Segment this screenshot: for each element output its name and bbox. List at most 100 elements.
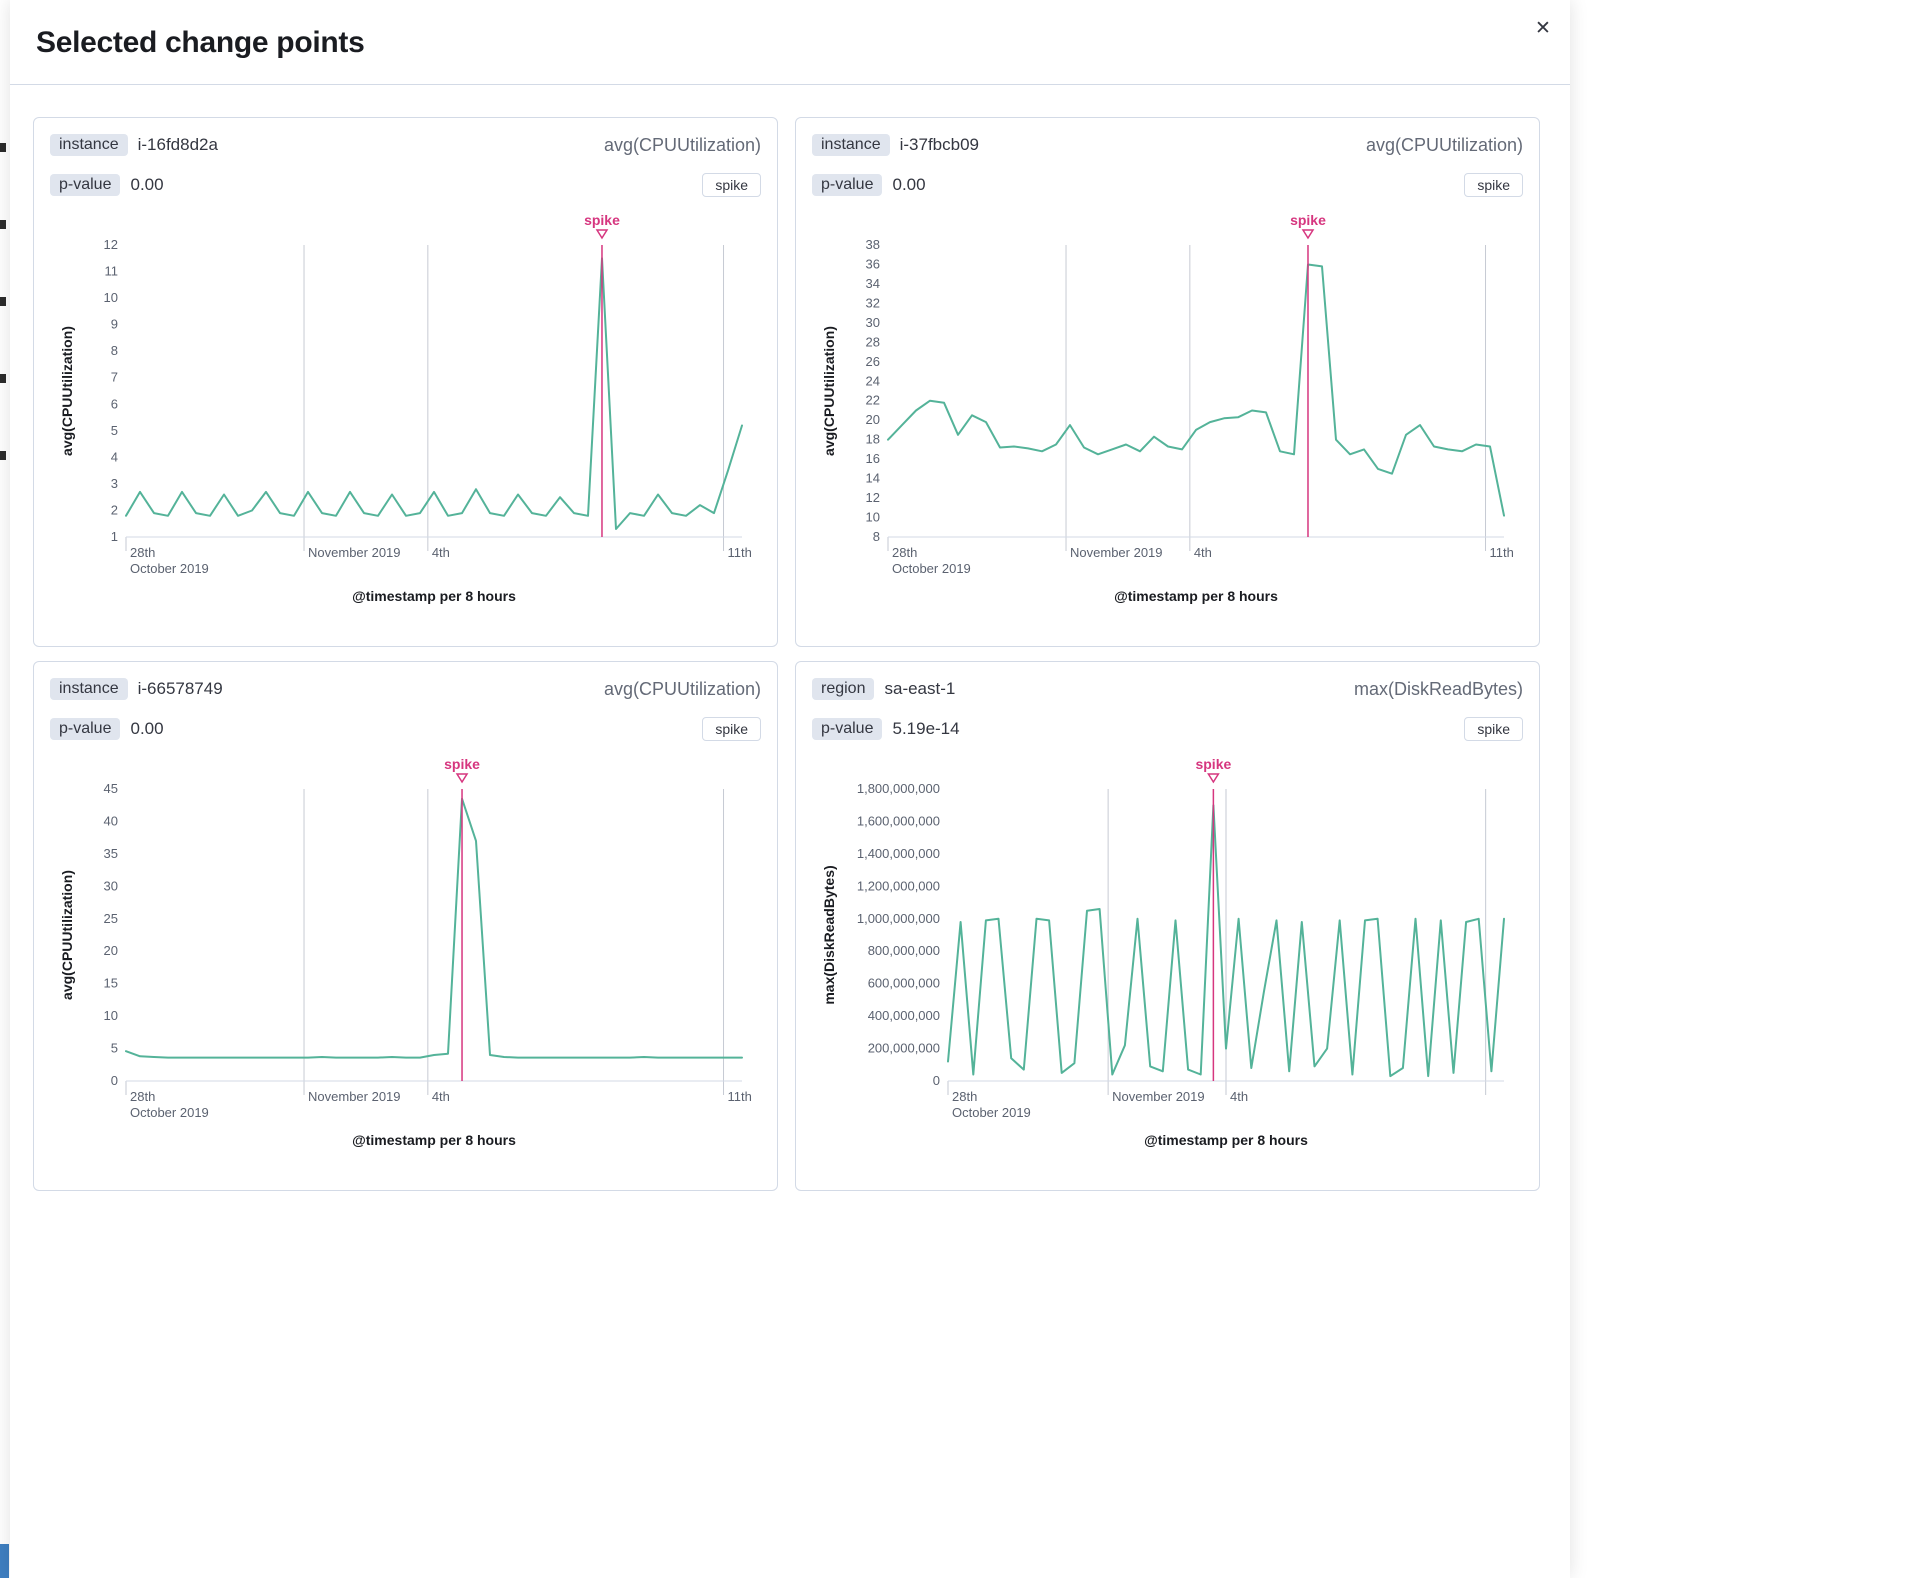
p-value-badge: p-value — [812, 174, 883, 196]
y-tick-label: 38 — [865, 237, 879, 252]
spike-triangle-icon — [1206, 773, 1220, 784]
change-point-panel-2: instance i-37fbcb09 avg(CPUUtilization) … — [795, 117, 1540, 647]
x-tick-label: 4th — [1230, 1089, 1248, 1104]
x-tick-label: 11th — [727, 545, 751, 560]
y-tick-label: 1 — [110, 529, 117, 544]
y-tick-label: 16 — [865, 451, 879, 466]
y-tick-label: 200,000,000 — [867, 1041, 939, 1056]
y-tick-label: 2 — [110, 502, 117, 517]
x-tick-label: 11th — [727, 1089, 751, 1104]
y-axis-title: avg(CPUUtilization) — [821, 326, 837, 456]
y-tick-label: 35 — [103, 846, 117, 861]
y-tick-label: 7 — [110, 370, 117, 385]
change-point-type-badge[interactable]: spike — [702, 173, 761, 197]
y-tick-label: 3 — [110, 476, 117, 491]
background-page-fragment — [0, 1544, 9, 1578]
background-artifact — [0, 451, 6, 460]
y-tick-label: 1,200,000,000 — [856, 878, 939, 893]
p-value: 0.00 — [130, 719, 164, 738]
x-tick-label: 28th — [130, 1089, 155, 1104]
y-tick-label: 8 — [110, 343, 117, 358]
metric-label: avg(CPUUtilization) — [1365, 134, 1523, 155]
y-tick-label: 1,000,000,000 — [856, 911, 939, 926]
x-tick-sublabel: October 2019 — [952, 1105, 1031, 1120]
x-tick-label: November 2019 — [1112, 1089, 1205, 1104]
change-point-type-badge[interactable]: spike — [1464, 717, 1523, 741]
y-tick-label: 30 — [103, 878, 117, 893]
background-artifact — [0, 374, 6, 383]
y-tick-label: 12 — [103, 237, 117, 252]
spike-label: spike — [444, 756, 480, 772]
y-tick-label: 28 — [865, 334, 879, 349]
x-tick-sublabel: October 2019 — [130, 1105, 209, 1120]
x-axis-title: @timestamp per 8 hours — [352, 1132, 516, 1148]
y-tick-label: 400,000,000 — [867, 1008, 939, 1023]
field-value: sa-east-1 — [884, 679, 956, 698]
x-tick-label: November 2019 — [308, 545, 401, 560]
y-tick-label: 24 — [865, 373, 879, 388]
x-axis-title: @timestamp per 8 hours — [352, 588, 516, 604]
y-tick-label: 11 — [104, 264, 118, 279]
p-value: 5.19e-14 — [892, 719, 960, 738]
x-axis-title: @timestamp per 8 hours — [1144, 1132, 1308, 1148]
spike-triangle-icon — [595, 229, 608, 240]
y-axis-title: avg(CPUUtilization) — [59, 326, 75, 456]
change-point-type-badge[interactable]: spike — [1464, 173, 1523, 197]
y-tick-label: 12 — [865, 490, 879, 505]
y-tick-label: 40 — [103, 813, 117, 828]
change-point-panel-3: instance i-66578749 avg(CPUUtilization) … — [33, 661, 778, 1191]
y-tick-label: 10 — [103, 1008, 117, 1023]
change-point-type-badge[interactable]: spike — [702, 717, 761, 741]
flyout-header: Selected change points ✕ — [10, 0, 1570, 85]
field-value: i-66578749 — [137, 679, 223, 698]
y-tick-label: 5 — [110, 1041, 117, 1056]
y-tick-label: 18 — [865, 432, 879, 447]
x-tick-sublabel: October 2019 — [892, 561, 971, 576]
spike-triangle-icon — [1301, 229, 1314, 240]
x-axis-title: @timestamp per 8 hours — [1114, 588, 1278, 604]
field-name-badge: instance — [812, 134, 890, 156]
series-line — [946, 804, 1505, 1078]
y-tick-label: 0 — [110, 1073, 117, 1088]
metric-label: avg(CPUUtilization) — [603, 678, 761, 699]
spike-triangle-icon — [455, 773, 468, 784]
p-value: 0.00 — [130, 175, 164, 194]
y-tick-label: 5 — [110, 423, 117, 438]
y-tick-label: 20 — [865, 412, 879, 427]
p-value-badge: p-value — [50, 718, 121, 740]
page-title: Selected change points — [36, 26, 365, 59]
y-tick-label: 10 — [103, 290, 117, 305]
spike-label: spike — [1195, 756, 1231, 772]
x-tick-label: 4th — [1193, 545, 1211, 560]
y-tick-label: 600,000,000 — [867, 976, 939, 991]
series-line — [124, 797, 743, 1059]
field-value: i-37fbcb09 — [899, 135, 979, 154]
y-tick-label: 25 — [103, 911, 117, 926]
background-artifact — [0, 143, 6, 152]
x-tick-sublabel: October 2019 — [130, 561, 209, 576]
close-icon[interactable]: ✕ — [1528, 14, 1558, 44]
change-point-panel-4: region sa-east-1 max(DiskReadBytes) p-va… — [795, 661, 1540, 1191]
series-line — [886, 263, 1505, 517]
y-tick-label: 15 — [103, 976, 117, 991]
y-tick-label: 14 — [865, 471, 879, 486]
change-point-panel-1: instance i-16fd8d2a avg(CPUUtilization) … — [33, 117, 778, 647]
y-tick-label: 22 — [865, 393, 879, 408]
spike-label: spike — [1290, 212, 1326, 228]
y-tick-label: 1,400,000,000 — [856, 846, 939, 861]
y-tick-label: 1,600,000,000 — [856, 813, 939, 828]
y-tick-label: 8 — [872, 529, 879, 544]
y-tick-label: 26 — [865, 354, 879, 369]
x-tick-label: 11th — [1489, 545, 1513, 560]
x-tick-label: 28th — [130, 545, 155, 560]
y-tick-label: 800,000,000 — [867, 943, 939, 958]
background-artifact — [0, 220, 6, 229]
spike-label: spike — [584, 212, 620, 228]
y-tick-label: 1,800,000,000 — [856, 781, 939, 796]
y-tick-label: 32 — [865, 295, 879, 310]
p-value-badge: p-value — [50, 174, 121, 196]
x-tick-label: 4th — [431, 1089, 449, 1104]
